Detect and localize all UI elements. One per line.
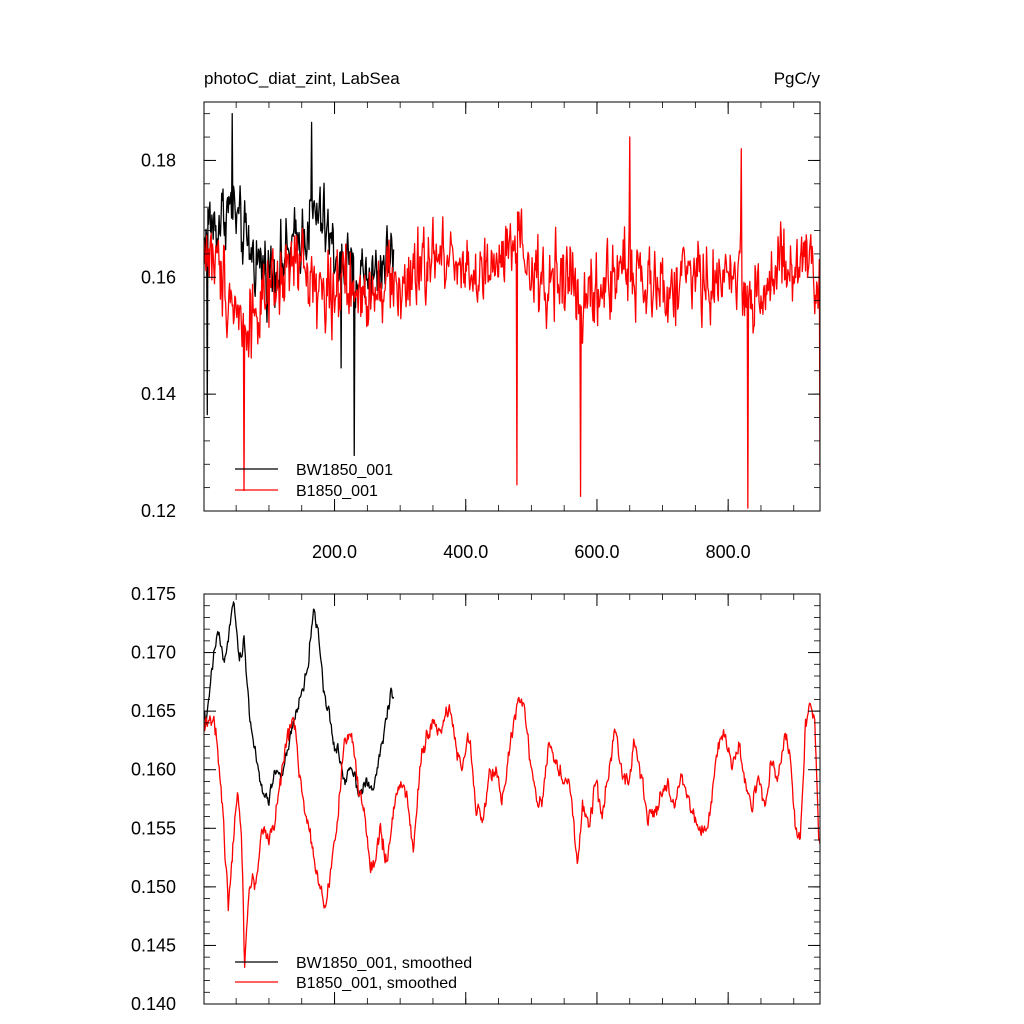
top-x-tick-label: 600.0	[574, 542, 619, 562]
bottom-legend: BW1850_001, smoothed B1850_001, smoothed	[235, 955, 472, 992]
top-plot-frame	[203, 101, 821, 512]
bottom-y-tick-label: 0.150	[131, 877, 176, 897]
top-title-right: PgC/y	[774, 69, 821, 88]
bottom-y-tick-label: 0.160	[131, 760, 176, 780]
bottom-y-tick-label: 0.145	[131, 935, 176, 955]
bottom-series-line-1	[204, 696, 820, 968]
bottom-legend-label-bw: BW1850_001, smoothed	[296, 955, 472, 972]
bottom-plot-frame	[203, 593, 821, 1005]
top-plot-area	[204, 113, 820, 509]
top-title-left: photoC_diat_zint, LabSea	[204, 69, 400, 88]
bottom-panel: 0.140 0.145 0.150 0.155 0.160 0.165 0.170 0.175…	[131, 584, 821, 1014]
top-y-tick-label: 0.18	[141, 150, 176, 170]
bottom-y-tick-label: 0.175	[131, 584, 176, 604]
bottom-axis-ticks: 0.140 0.145 0.150 0.155 0.160 0.165 0.170 0.175	[131, 584, 820, 1014]
top-panel: photoC_diat_zint, LabSea PgC/y 0.120.140…	[141, 69, 821, 562]
top-series-line-1	[204, 136, 820, 509]
top-y-tick-label: 0.14	[141, 384, 176, 404]
top-x-tick-label: 800.0	[706, 542, 751, 562]
bottom-y-tick-label: 0.140	[131, 994, 176, 1014]
top-series-line-0	[204, 113, 395, 457]
bottom-legend-label-b: B1850_001, smoothed	[296, 975, 457, 992]
top-y-tick-label: 0.12	[141, 501, 176, 521]
top-legend: BW1850_001 B1850_001	[235, 462, 393, 500]
top-x-tick-label: 200.0	[312, 542, 357, 562]
bottom-y-tick-label: 0.170	[131, 643, 176, 663]
bottom-plot-area	[204, 601, 820, 968]
top-axis-ticks: 0.12 0.14 0.16 0.18 200.0 400.0 600.0 800.0	[141, 102, 820, 562]
top-x-tick-label: 400.0	[443, 542, 488, 562]
bottom-series-line-0	[204, 601, 395, 806]
bottom-y-tick-label: 0.155	[131, 818, 176, 838]
top-legend-label-bw: BW1850_001	[296, 462, 393, 479]
bottom-y-tick-label: 0.165	[131, 701, 176, 721]
top-legend-label-b: B1850_001	[296, 483, 378, 500]
top-y-tick-label: 0.16	[141, 267, 176, 287]
